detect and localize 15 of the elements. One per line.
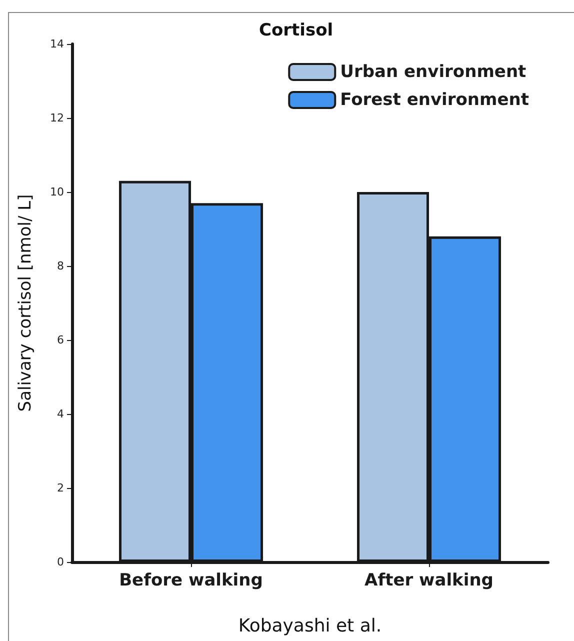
y-tick-label: 8 xyxy=(57,260,64,272)
legend-label: Forest environment xyxy=(340,90,529,110)
y-tick-label: 4 xyxy=(57,408,64,420)
y-tick-label: 10 xyxy=(50,186,64,198)
y-tick-label: 12 xyxy=(50,112,64,124)
y-axis-title: Salivary cortisol [nmol/ L] xyxy=(16,194,36,412)
y-tick-label: 6 xyxy=(57,334,64,346)
legend-label: Urban environment xyxy=(340,62,526,82)
x-tick-label: After walking xyxy=(364,570,494,590)
x-tick-label: Before walking xyxy=(119,570,263,590)
chart-title: Cortisol xyxy=(259,20,334,40)
y-tick-label: 0 xyxy=(57,556,64,568)
y-tick-label: 14 xyxy=(50,38,64,50)
y-tick-label: 2 xyxy=(57,482,64,494)
x-axis-title: Kobayashi et al. xyxy=(238,616,382,636)
